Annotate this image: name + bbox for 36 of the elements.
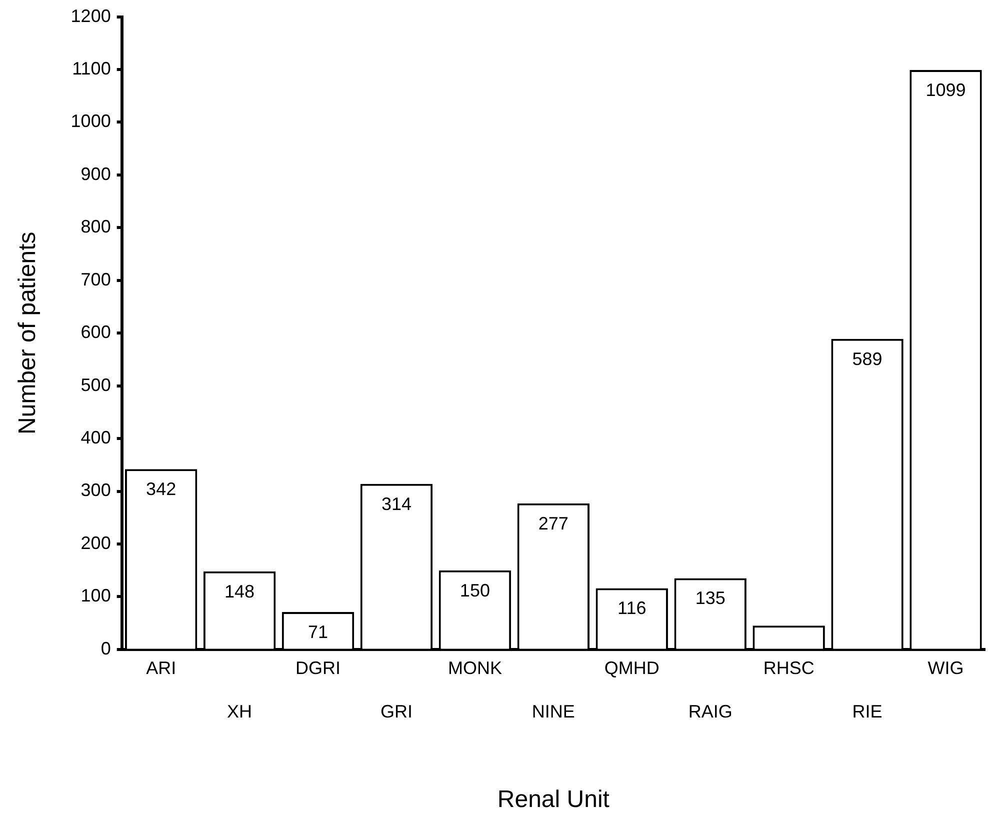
data-label: 589 bbox=[852, 348, 882, 369]
data-label: 150 bbox=[460, 580, 490, 600]
x-tick-label: QMHD bbox=[604, 658, 660, 678]
y-tick-label: 600 bbox=[80, 322, 111, 342]
x-tick-label: WIG bbox=[928, 658, 964, 678]
x-tick-label: DGRI bbox=[296, 658, 341, 678]
y-tick-label: 1100 bbox=[72, 58, 111, 78]
data-label: 277 bbox=[538, 513, 568, 534]
data-label: 342 bbox=[146, 479, 176, 500]
y-tick-label: 300 bbox=[80, 480, 111, 500]
data-label: 116 bbox=[618, 598, 646, 618]
y-tick-label: 500 bbox=[80, 374, 111, 395]
data-label: 148 bbox=[224, 581, 255, 602]
y-tick-label: 1200 bbox=[70, 6, 111, 26]
y-tick-label: 800 bbox=[80, 216, 111, 237]
y-tick-label: 1000 bbox=[70, 111, 111, 132]
data-label: 1099 bbox=[926, 80, 966, 100]
x-tick-label: XH bbox=[227, 701, 252, 722]
data-label: 314 bbox=[381, 494, 412, 514]
x-tick-label: RAIG bbox=[688, 701, 732, 722]
x-tick-label: ARI bbox=[146, 658, 176, 678]
y-tick-label: 200 bbox=[80, 532, 111, 553]
data-label: 71 bbox=[308, 622, 328, 642]
x-tick-label: RIE bbox=[852, 701, 882, 722]
y-tick-label: 100 bbox=[80, 586, 111, 606]
x-axis-title: Renal Unit bbox=[497, 786, 610, 814]
y-axis-title: Number of patients bbox=[14, 232, 42, 434]
y-tick-label: 900 bbox=[80, 164, 111, 184]
x-tick-label: NINE bbox=[532, 701, 575, 722]
y-tick-label: 0 bbox=[100, 638, 111, 658]
data-label: 135 bbox=[695, 588, 726, 608]
y-tick-label: 700 bbox=[80, 269, 111, 290]
x-tick-label: RHSC bbox=[763, 658, 814, 678]
x-tick-label: GRI bbox=[380, 701, 412, 722]
y-tick-label: 400 bbox=[80, 428, 111, 448]
x-tick-label: MONK bbox=[448, 658, 502, 678]
